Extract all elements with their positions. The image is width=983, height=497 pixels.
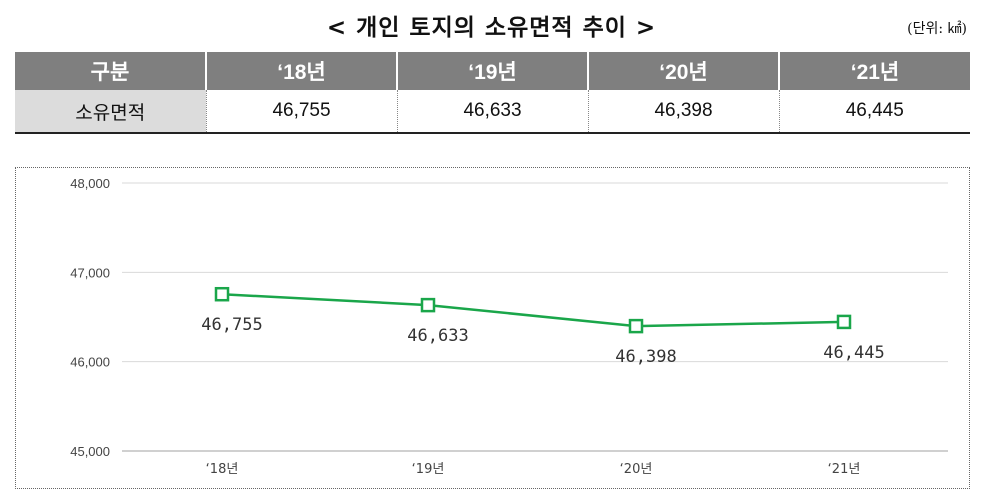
value-18: 46,755: [205, 90, 397, 134]
data-label: 46,398: [615, 347, 676, 367]
x-tick-label: ‘21년: [828, 462, 861, 477]
data-point: [836, 314, 852, 330]
data-label: 46,633: [407, 326, 468, 346]
table-header-row: 구분 ‘18년 ‘19년 ‘20년 ‘21년: [15, 52, 970, 90]
header-year-19: ‘19년: [396, 52, 588, 90]
table-row: 소유면적 46,755 46,633 46,398 46,445: [15, 90, 970, 134]
header-year-21: ‘21년: [778, 52, 970, 90]
data-label: 46,445: [823, 343, 884, 363]
y-tick-label: 48,000: [70, 176, 110, 191]
header-year-20: ‘20년: [587, 52, 779, 90]
x-tick-label: ‘19년: [412, 462, 445, 477]
y-tick-label: 46,000: [70, 355, 110, 370]
value-21: 46,445: [778, 90, 970, 134]
x-tick-label: ‘18년: [206, 462, 239, 477]
y-tick-label: 45,000: [70, 444, 110, 459]
chart-area: [15, 167, 970, 489]
value-20: 46,398: [587, 90, 779, 134]
page-title: < 개인 토지의 소유면적 추이 >: [326, 15, 657, 41]
data-table: 구분 ‘18년 ‘19년 ‘20년 ‘21년 소유면적 46,755 46,63…: [15, 52, 970, 134]
series-line: [221, 292, 845, 328]
header-year-18: ‘18년: [205, 52, 397, 90]
data-point: [420, 297, 436, 313]
header-category: 구분: [15, 52, 206, 90]
data-point: [628, 318, 644, 334]
row-label: 소유면적: [15, 90, 206, 134]
value-19: 46,633: [396, 90, 588, 134]
unit-label: (단위: ㎢): [907, 21, 967, 37]
data-point: [214, 286, 230, 302]
x-tick-label: ‘20년: [620, 462, 653, 477]
y-tick-label: 47,000: [70, 265, 110, 280]
data-label: 46,755: [201, 315, 262, 335]
